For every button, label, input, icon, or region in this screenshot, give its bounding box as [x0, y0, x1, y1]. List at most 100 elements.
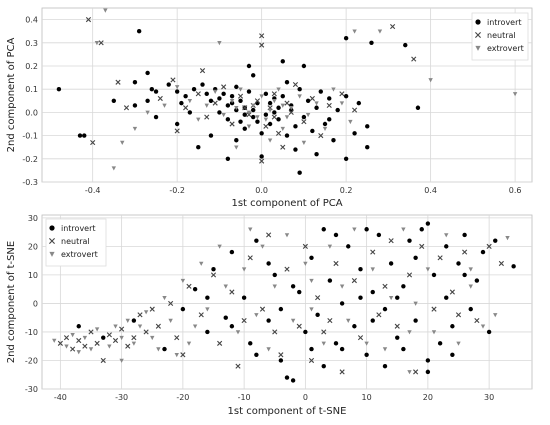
tsne-point-extrovert: [444, 233, 449, 238]
tsne-point-introvert: [321, 363, 326, 369]
tsne-point-neutral: [198, 312, 204, 318]
pca-point-introvert: [365, 124, 370, 129]
pca-point-introvert: [217, 110, 222, 115]
pca-point-extrovert: [289, 106, 294, 111]
pca-point-introvert: [284, 133, 290, 138]
tsne-point-extrovert: [401, 227, 406, 232]
tsne-point-neutral: [259, 306, 266, 312]
pca-point-extrovert: [272, 99, 277, 104]
pca-point-neutral: [309, 95, 315, 102]
pca-y-ticks: -0.3 -0.2 -0.1 0.0 0.1 0.2 0.3 0.4: [22, 16, 38, 187]
pca-point-neutral: [351, 107, 358, 113]
tsne-point-extrovert: [137, 324, 143, 329]
pca-point-neutral: [271, 114, 277, 120]
pca-point-introvert: [343, 156, 349, 161]
tsne-point-introvert: [370, 289, 375, 295]
tsne-x-tick-label: 30: [484, 393, 494, 402]
tsne-point-neutral: [70, 346, 76, 352]
pca-point-neutral: [199, 68, 206, 74]
tsne-point-introvert: [358, 266, 363, 272]
tsne-point-extrovert: [217, 244, 222, 249]
tsne-point-introvert: [346, 244, 351, 249]
tsne-point-neutral: [321, 329, 327, 335]
pca-point-introvert: [267, 121, 273, 127]
tsne-point-introvert: [364, 352, 369, 357]
pca-plot-area: [41, 7, 533, 183]
tsne-point-neutral: [149, 306, 155, 312]
tsne-point-neutral: [351, 278, 357, 284]
tsne-legend: introvert neutral extrovert: [45, 218, 107, 267]
pca-point-introvert: [242, 126, 247, 131]
pca-point-neutral: [259, 42, 265, 48]
tsne-point-introvert: [407, 238, 412, 243]
pca-point-introvert: [132, 103, 138, 108]
tsne-point-neutral: [235, 363, 241, 369]
pca-point-extrovert: [284, 115, 290, 120]
tsne-point-neutral: [308, 357, 315, 364]
pca-point-extrovert: [276, 87, 281, 92]
pca-point-extrovert: [217, 41, 222, 46]
pca-point-neutral: [123, 105, 130, 111]
tsne-point-extrovert: [76, 350, 81, 355]
tsne-point-neutral: [272, 329, 278, 335]
pca-point-neutral: [280, 144, 286, 150]
tsne-point-introvert: [401, 346, 406, 352]
tsne-point-extrovert: [327, 244, 333, 249]
pca-point-extrovert: [94, 41, 100, 46]
pca-point-neutral: [212, 100, 218, 106]
pca-point-introvert: [82, 133, 87, 138]
pca-point-introvert: [297, 87, 302, 92]
tsne-point-extrovert: [370, 267, 375, 272]
pca-x-tick-label: 0.4: [424, 186, 437, 195]
pca-point-introvert: [234, 138, 239, 143]
pca-point-introvert: [263, 112, 269, 117]
tsne-point-neutral: [486, 243, 492, 249]
pca-point-introvert: [280, 93, 285, 99]
tsne-y-ticks: -30 -20 -10 0 10 20 30: [25, 214, 38, 394]
pca-point-extrovert: [238, 87, 243, 92]
pca-y-tick-label: 0.3: [25, 39, 38, 48]
pca-point-extrovert: [322, 126, 328, 132]
tsne-point-neutral: [437, 255, 443, 261]
tsne-point-extrovert: [468, 267, 473, 272]
pca-point-introvert: [229, 93, 235, 99]
tsne-point-extrovert: [113, 324, 118, 329]
tsne-point-neutral: [455, 312, 462, 318]
tsne-point-extrovert: [321, 341, 326, 346]
pca-point-neutral: [318, 133, 324, 139]
pca-point-introvert: [356, 100, 362, 106]
tsne-point-introvert: [511, 264, 516, 269]
pca-x-tick-label: -0.4: [85, 186, 101, 195]
pca-point-introvert: [335, 107, 340, 113]
pca-point-introvert: [187, 110, 193, 115]
pca-point-introvert: [234, 84, 239, 90]
pca-point-introvert: [179, 100, 184, 106]
tsne-point-extrovert: [309, 278, 314, 284]
tsne-point-neutral: [186, 283, 192, 289]
pca-point-introvert: [145, 70, 150, 76]
tsne-point-introvert: [192, 286, 198, 292]
pca-point-extrovert: [267, 108, 273, 113]
pca-y-tick-label: 0.1: [25, 85, 38, 94]
tsne-legend-marker-extrovert: [49, 251, 55, 257]
tsne-point-neutral: [63, 335, 70, 341]
tsne-point-introvert: [352, 324, 357, 329]
pca-point-neutral: [115, 79, 121, 85]
tsne-point-neutral: [413, 369, 419, 375]
tsne-point-extrovert: [241, 267, 247, 272]
pca-point-extrovert: [234, 106, 239, 111]
pca-point-introvert: [246, 63, 252, 69]
pca-point-introvert: [301, 63, 307, 69]
tsne-x-tick-label: 0: [303, 393, 308, 402]
pca-point-extrovert: [162, 103, 167, 108]
pca-point-introvert: [327, 117, 332, 122]
tsne-point-introvert: [211, 266, 216, 272]
tsne-point-introvert: [425, 221, 431, 226]
tsne-point-extrovert: [180, 278, 186, 284]
tsne-x-tick-label: -40: [54, 393, 67, 402]
pca-point-neutral: [263, 123, 269, 129]
pca-point-introvert: [225, 117, 231, 122]
pca-point-extrovert: [339, 101, 345, 106]
pca-point-neutral: [275, 130, 282, 136]
